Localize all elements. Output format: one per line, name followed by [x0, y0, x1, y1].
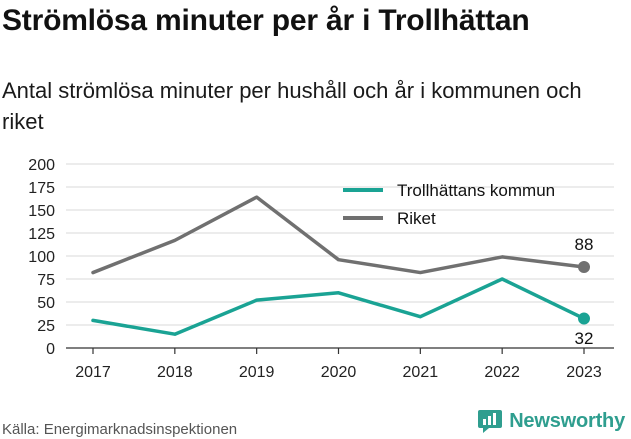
end-label-riket: 88 [575, 235, 594, 254]
y-tick-label: 125 [28, 226, 55, 243]
x-tick-label: 2022 [484, 364, 520, 381]
source-note: Källa: Energimarknadsinspektionen [2, 421, 238, 438]
y-tick-label: 100 [28, 249, 55, 266]
y-tick-label: 175 [28, 180, 55, 197]
y-tick-label: 50 [37, 295, 55, 312]
series-line-riket [91, 195, 586, 275]
brand-logo[interactable]: Newsworthy [477, 408, 625, 434]
x-tick-label: 2017 [75, 364, 111, 381]
x-axis-ticks: 2017 2018 2019 2020 2021 2022 2023 [75, 348, 602, 381]
end-label-kommun: 32 [575, 329, 594, 348]
x-tick-label: 2020 [321, 364, 357, 381]
x-tick-label: 2019 [239, 364, 275, 381]
legend: Trollhättans kommun Riket [343, 181, 555, 228]
gridlines [66, 163, 614, 349]
y-tick-label: 75 [37, 272, 55, 289]
series-endpoint-kommun [578, 312, 590, 325]
series-endpoint-riket [578, 261, 590, 274]
series-lines [91, 195, 590, 336]
y-tick-label: 0 [46, 341, 55, 358]
y-tick-label: 200 [28, 157, 55, 174]
legend-label-riket: Riket [397, 209, 436, 228]
chart-title: Strömlösa minuter per år i Trollhättan [2, 4, 530, 37]
series-line-kommun [91, 277, 586, 336]
x-tick-label: 2018 [157, 364, 193, 381]
brand-name: Newsworthy [509, 409, 625, 432]
newsworthy-logo-icon [478, 410, 503, 433]
legend-label-kommun: Trollhättans kommun [397, 181, 555, 200]
x-tick-label: 2023 [566, 364, 602, 381]
chart-subtitle: Antal strömlösa minuter per hushåll och … [2, 78, 582, 134]
y-tick-label: 25 [37, 318, 55, 335]
y-axis-ticks: 0 25 50 75 100 125 150 175 200 [28, 157, 55, 358]
x-tick-label: 2021 [403, 364, 439, 381]
y-tick-label: 150 [28, 203, 55, 220]
